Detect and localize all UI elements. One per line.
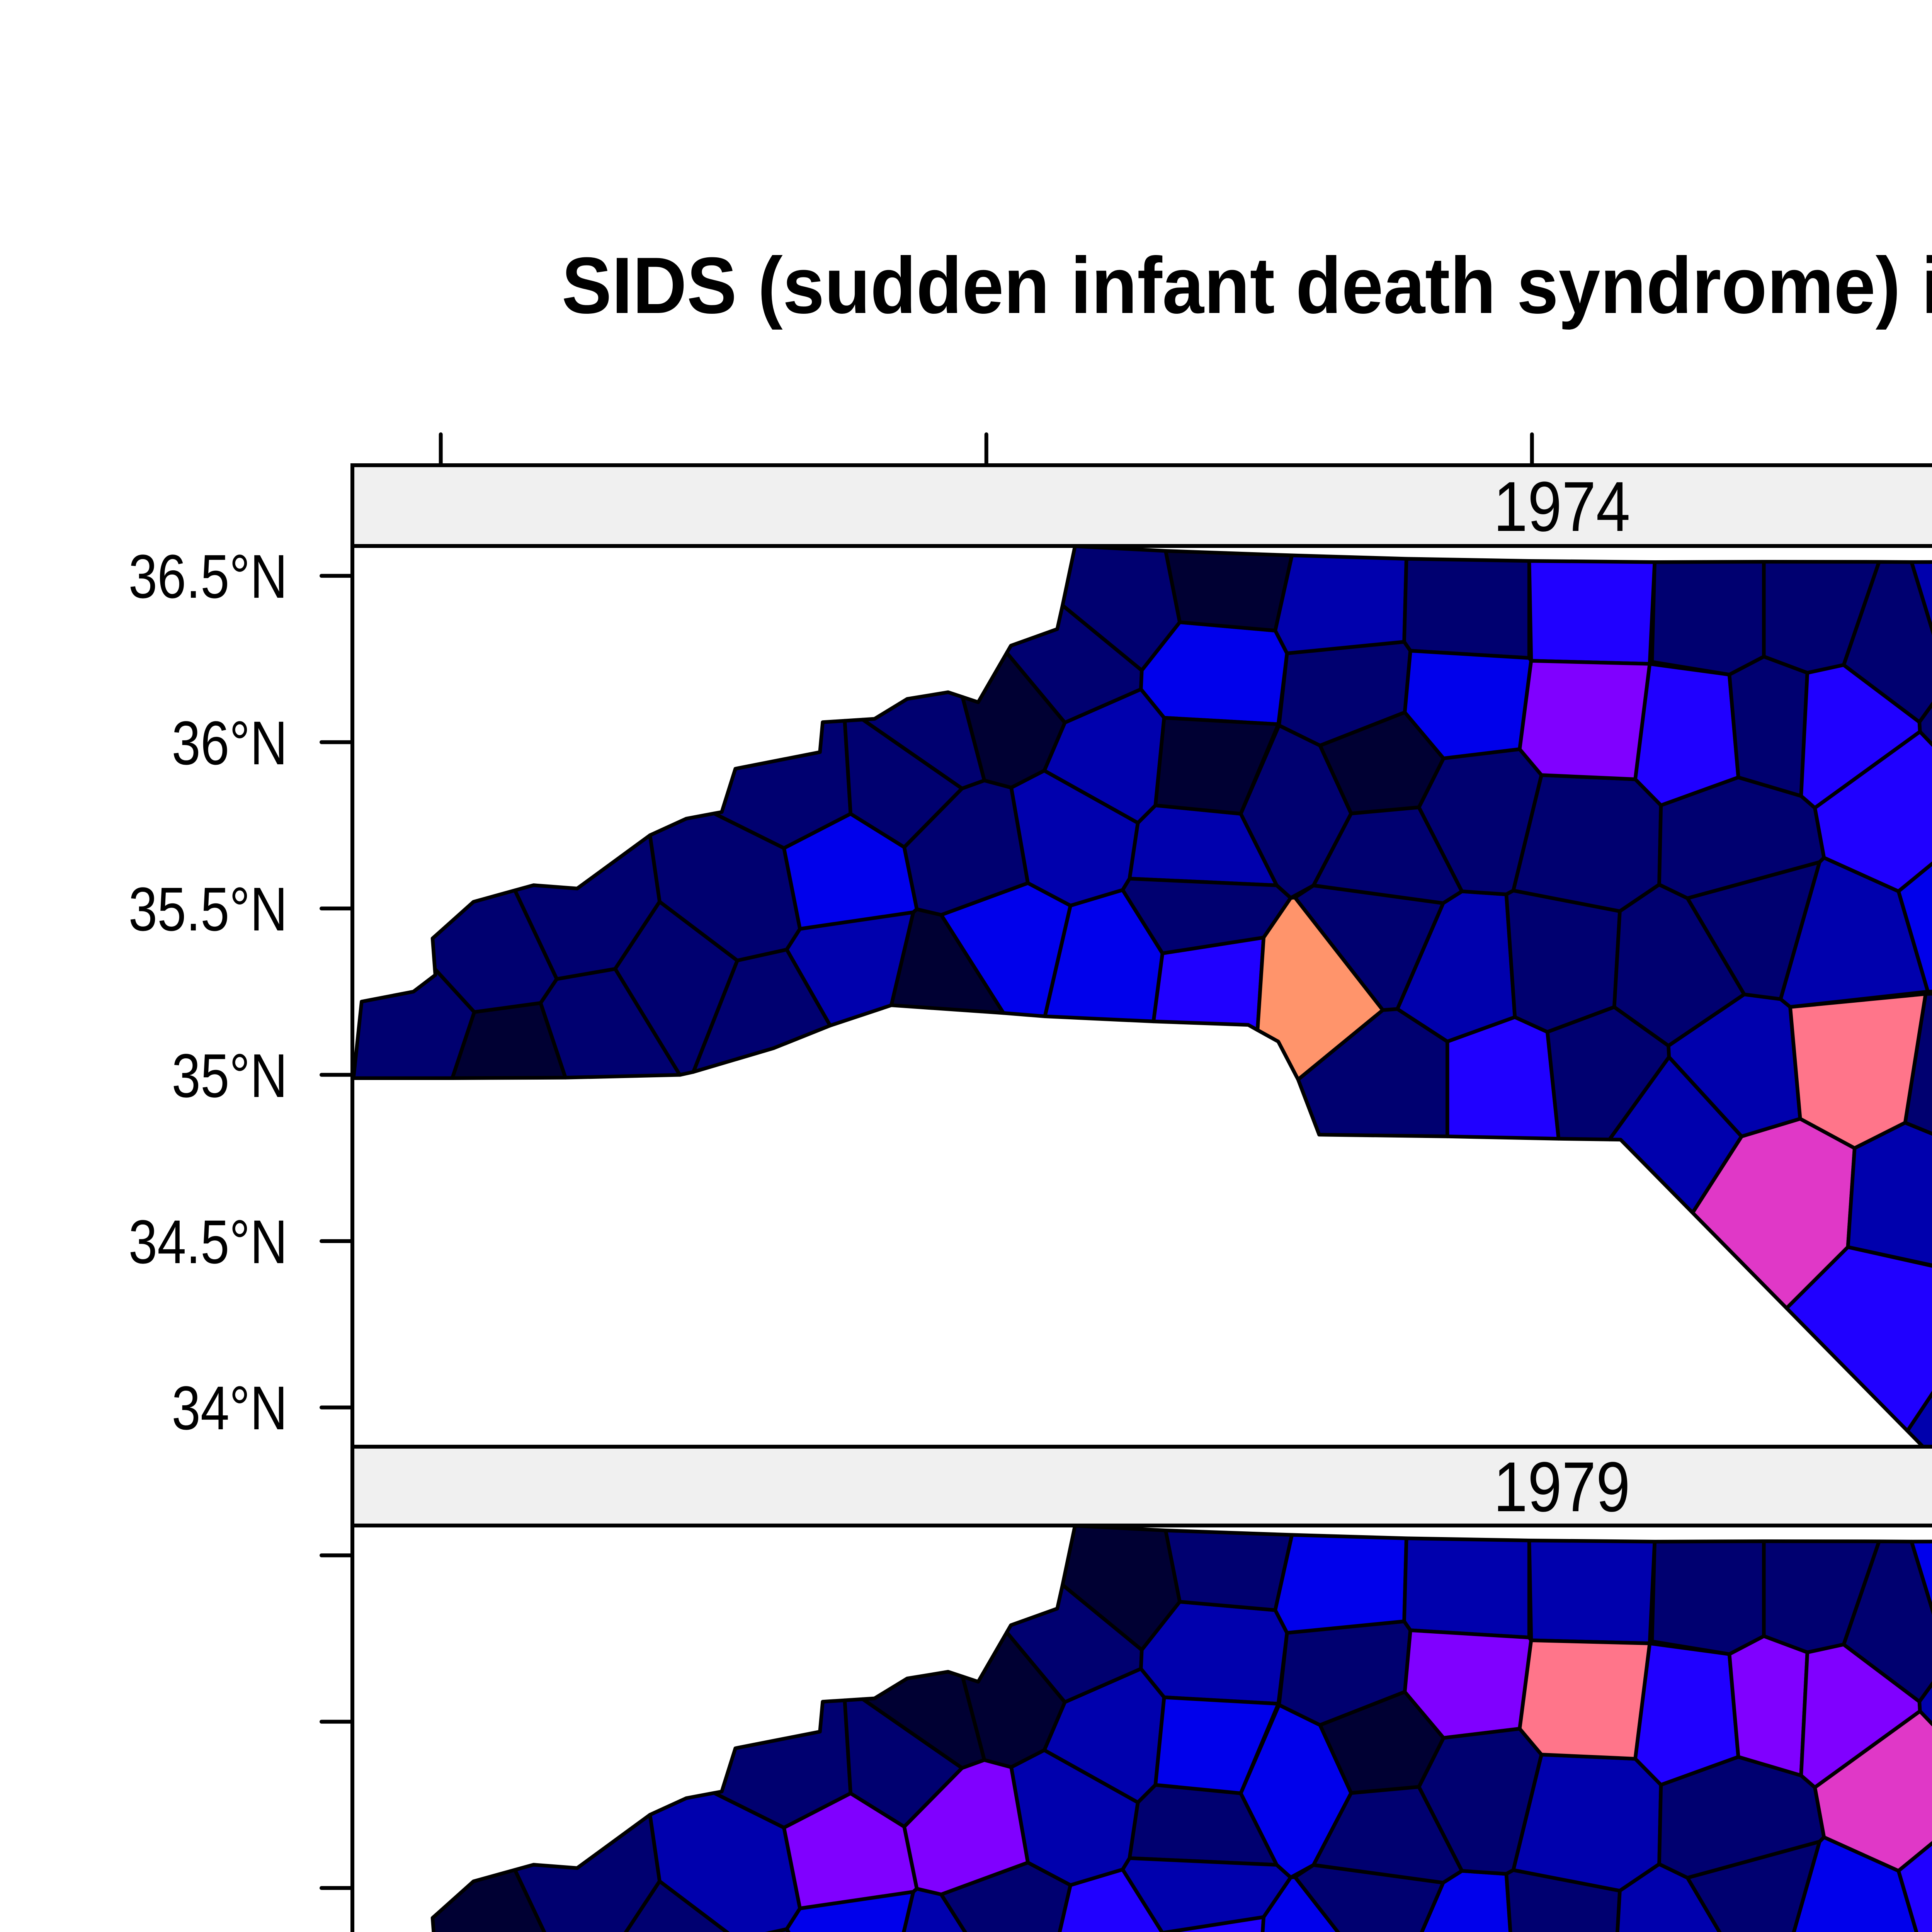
svg-text:SIDS (sudden infant death synd: SIDS (sudden infant death syndrome) in N… [562,241,1932,330]
svg-text:36°N: 36°N [172,709,287,778]
svg-text:1979: 1979 [1493,1447,1630,1526]
svg-text:35.5°N: 35.5°N [129,875,287,944]
svg-text:35°N: 35°N [172,1041,287,1111]
svg-text:1974: 1974 [1493,467,1630,546]
svg-text:36.5°N: 36.5°N [129,542,287,611]
svg-text:34.5°N: 34.5°N [129,1208,287,1277]
svg-text:34°N: 34°N [172,1374,287,1443]
